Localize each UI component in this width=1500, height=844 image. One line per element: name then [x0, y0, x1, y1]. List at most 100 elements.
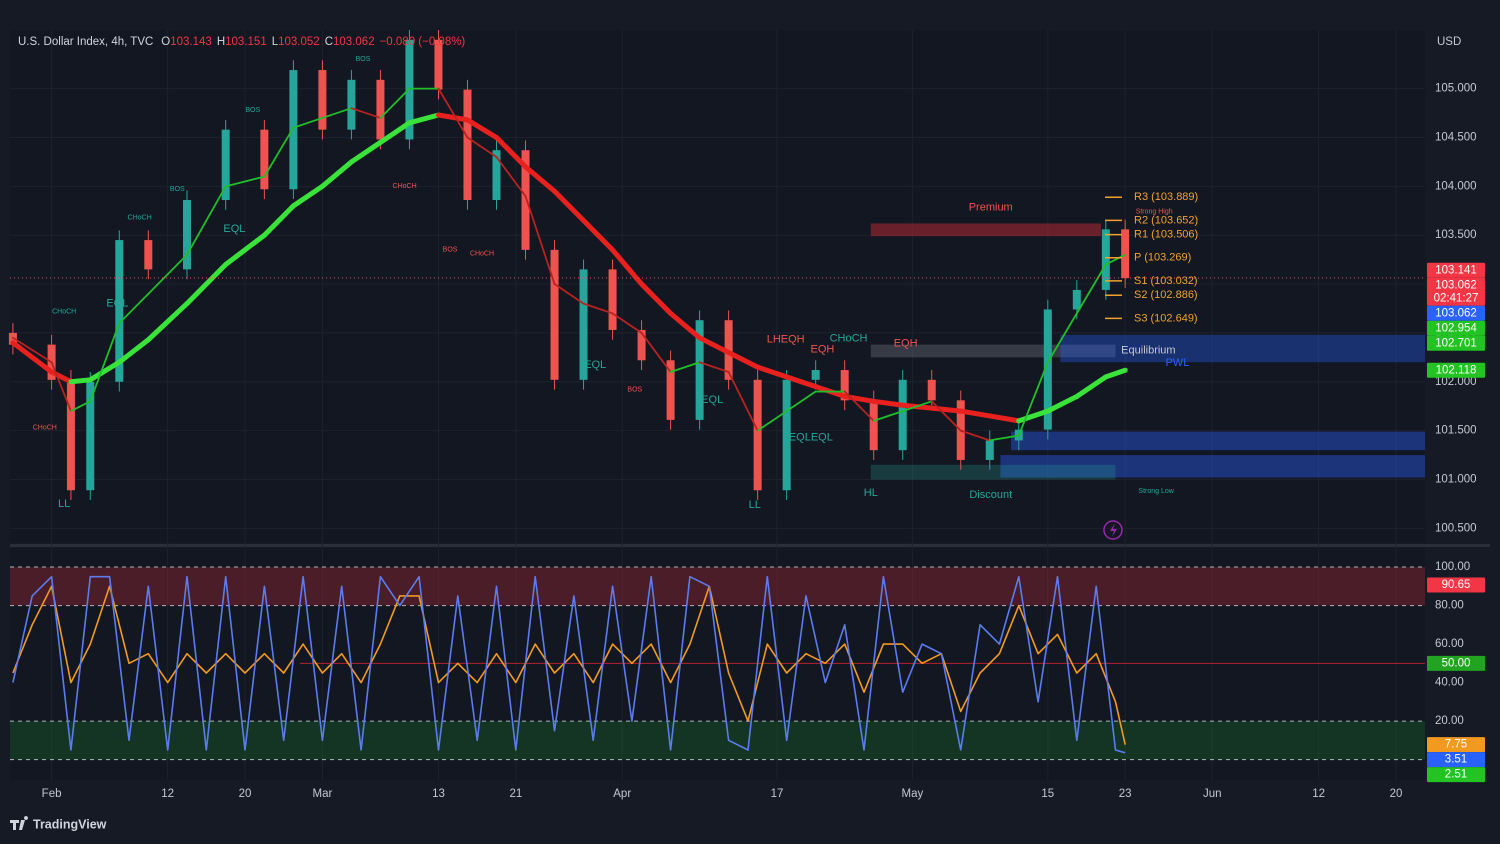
candle-body — [1121, 229, 1130, 278]
candle-body — [898, 379, 907, 451]
candle-body — [86, 381, 95, 491]
pivot-label: R3 (103.889) — [1134, 191, 1198, 203]
pivot-label: P (103.269) — [1134, 252, 1191, 264]
price-label: 2.51 — [1445, 769, 1467, 781]
candle-body — [1043, 309, 1052, 430]
price-label: 90.65 — [1442, 579, 1471, 591]
minor-annotation: BOS — [170, 186, 185, 193]
candle-body — [579, 269, 588, 380]
ohlc-value: 103.143 — [170, 36, 212, 48]
x-tick-label: 17 — [771, 788, 784, 800]
ma-segment — [785, 390, 817, 412]
ma-segment — [87, 359, 122, 383]
ma-segment — [223, 232, 267, 268]
ma-segment — [50, 361, 72, 412]
ma-segment — [1046, 312, 1078, 364]
y-tick-label: 105.000 — [1435, 83, 1477, 95]
ohlc-label: L — [272, 36, 279, 48]
ma-segment — [147, 253, 188, 295]
zone — [1011, 431, 1425, 451]
ma-segment — [224, 175, 266, 188]
annotation: EQL — [106, 298, 128, 310]
layer: 100.500101.000101.500102.000102.500103.0… — [8, 30, 1485, 800]
ma-segment — [464, 117, 499, 140]
candle-body — [434, 39, 443, 90]
candle-body — [666, 360, 675, 420]
ohlc-label: H — [217, 36, 225, 48]
ma-segment — [755, 364, 790, 380]
ma-segment — [640, 332, 672, 373]
ma-segment — [872, 410, 904, 422]
price-label: 103.062 — [1435, 307, 1477, 319]
price-label-bg — [1427, 262, 1485, 278]
y-tick-label: 20.00 — [1435, 715, 1464, 727]
x-tick-label: 20 — [1390, 788, 1403, 800]
candle-body — [347, 79, 356, 130]
ma-segment — [437, 87, 469, 139]
ma-segment — [843, 390, 875, 422]
brand-logo[interactable] — [10, 816, 29, 830]
price-label: 50.00 — [1442, 657, 1471, 669]
ohlc-value: 103.151 — [225, 36, 267, 48]
candle-body — [985, 440, 994, 460]
ma-segment — [290, 183, 325, 209]
candle-body — [869, 400, 878, 451]
ma-segment — [261, 203, 296, 238]
header-title: U.S. Dollar Index, 4h, TVC — [18, 36, 153, 48]
annotation: EQL — [223, 223, 245, 235]
price-label-bg — [1427, 752, 1485, 768]
ma-segment — [901, 400, 933, 412]
ma-segment — [727, 371, 759, 432]
ma-segment — [958, 408, 993, 419]
candle-body — [221, 129, 230, 201]
x-tick-label: 15 — [1041, 788, 1054, 800]
candle-body — [144, 240, 153, 270]
price-label: 102.118 — [1436, 364, 1477, 376]
y-tick-label: 100.00 — [1435, 561, 1470, 573]
pivot-label: R1 (103.506) — [1134, 229, 1198, 241]
ma-segment — [756, 410, 788, 432]
ma-segment — [118, 292, 150, 325]
pivot-label: R2 (103.652) — [1134, 214, 1198, 226]
pivot-label: S2 (102.886) — [1134, 289, 1198, 301]
ma-segment — [610, 247, 645, 287]
ma-segment — [553, 283, 585, 305]
x-tick-label: 12 — [161, 788, 174, 800]
x-tick-label: Jun — [1203, 788, 1222, 800]
oscillator-line — [12, 585, 1126, 745]
change: −0.080 (−0.08%) — [380, 36, 466, 48]
header: U.S. Dollar Index, 4h, TVC O103.143 H103.1… — [18, 36, 465, 48]
minor-annotation: CHoCH — [52, 308, 76, 315]
ohlc-label: C — [325, 36, 333, 48]
alert-icon[interactable] — [1103, 520, 1123, 540]
candle-body — [521, 150, 530, 250]
annotation: Discount — [969, 489, 1012, 501]
ma-segment — [1103, 367, 1128, 380]
price-label-bg — [1427, 320, 1485, 336]
ma-segment — [379, 87, 411, 119]
ma-segment — [350, 107, 382, 119]
minor-annotation: Strong High — [1136, 209, 1173, 216]
ma-segment — [377, 120, 412, 145]
ma-segment — [49, 369, 74, 385]
zone — [870, 344, 1116, 358]
ma-segment — [698, 361, 730, 373]
ma-segment — [10, 340, 55, 375]
brand-name[interactable]: TradingView — [33, 817, 107, 831]
annotation: LL — [749, 499, 761, 511]
ma-segment — [1074, 374, 1109, 399]
minor-annotation: BOS — [356, 56, 371, 63]
price-pane — [10, 30, 1425, 543]
ohlc-value: 103.062 — [333, 36, 375, 48]
ma-segment — [959, 429, 991, 442]
minor-annotation: BOS — [245, 107, 260, 114]
price-label-bg — [1427, 305, 1485, 321]
x-tick-label: Apr — [613, 788, 631, 800]
price-label: 102.954 — [1435, 322, 1477, 334]
currency: USD — [1437, 36, 1461, 48]
ma-segment — [321, 107, 353, 119]
price-label: 103.062 — [1435, 279, 1477, 291]
pivot-label: S3 (102.649) — [1134, 312, 1198, 324]
annotation: EQL — [701, 394, 723, 406]
